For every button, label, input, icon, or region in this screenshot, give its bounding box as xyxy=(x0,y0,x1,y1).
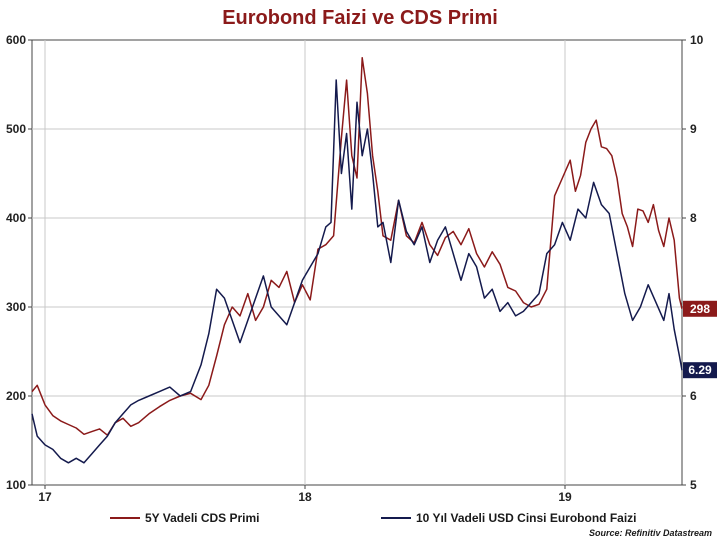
end-label-box xyxy=(683,300,717,317)
source-note: Source: Refinitiv Datastream xyxy=(589,528,712,538)
left-tick-label: 400 xyxy=(6,211,26,225)
right-axis-ticks: 5678910 xyxy=(682,33,704,492)
gridlines xyxy=(32,40,682,485)
cds-end-label: 298 xyxy=(683,300,717,317)
cds-series-line xyxy=(31,57,683,436)
end-label-box xyxy=(683,362,717,379)
right-tick-label: 9 xyxy=(690,122,697,136)
right-tick-label: 10 xyxy=(690,33,704,47)
end-label-value: 298 xyxy=(690,302,710,316)
eurobond-series-line xyxy=(31,79,683,464)
chart-title: Eurobond Faizi ve CDS Primi xyxy=(222,7,498,29)
left-tick-label: 100 xyxy=(6,478,26,492)
x-tick-label: 17 xyxy=(38,490,52,504)
right-tick-label: 6 xyxy=(690,389,697,403)
x-tick-label: 18 xyxy=(298,490,312,504)
right-tick-label: 8 xyxy=(690,211,697,225)
left-tick-label: 200 xyxy=(6,389,26,403)
left-tick-label: 600 xyxy=(6,33,26,47)
legend-label-cds: 5Y Vadeli CDS Primi xyxy=(145,511,260,525)
legend-label-eurobond: 10 Yıl Vadeli USD Cinsi Eurobond Faizi xyxy=(416,511,637,525)
x-tick-label: 19 xyxy=(558,490,572,504)
end-label-value: 6.29 xyxy=(688,363,712,377)
legend: 5Y Vadeli CDS Primi 10 Yıl Vadeli USD Ci… xyxy=(110,511,637,525)
series-lines xyxy=(31,57,683,464)
x-axis-ticks: 17 18 19 xyxy=(38,485,572,504)
left-tick-label: 300 xyxy=(6,300,26,314)
left-tick-label: 500 xyxy=(6,122,26,136)
eurobond-end-label: 6.29 xyxy=(683,362,717,379)
end-labels: 298 6.29 xyxy=(683,300,717,379)
left-axis-ticks: 100 200 300 400 500 600 xyxy=(6,33,32,492)
right-tick-label: 5 xyxy=(690,478,697,492)
